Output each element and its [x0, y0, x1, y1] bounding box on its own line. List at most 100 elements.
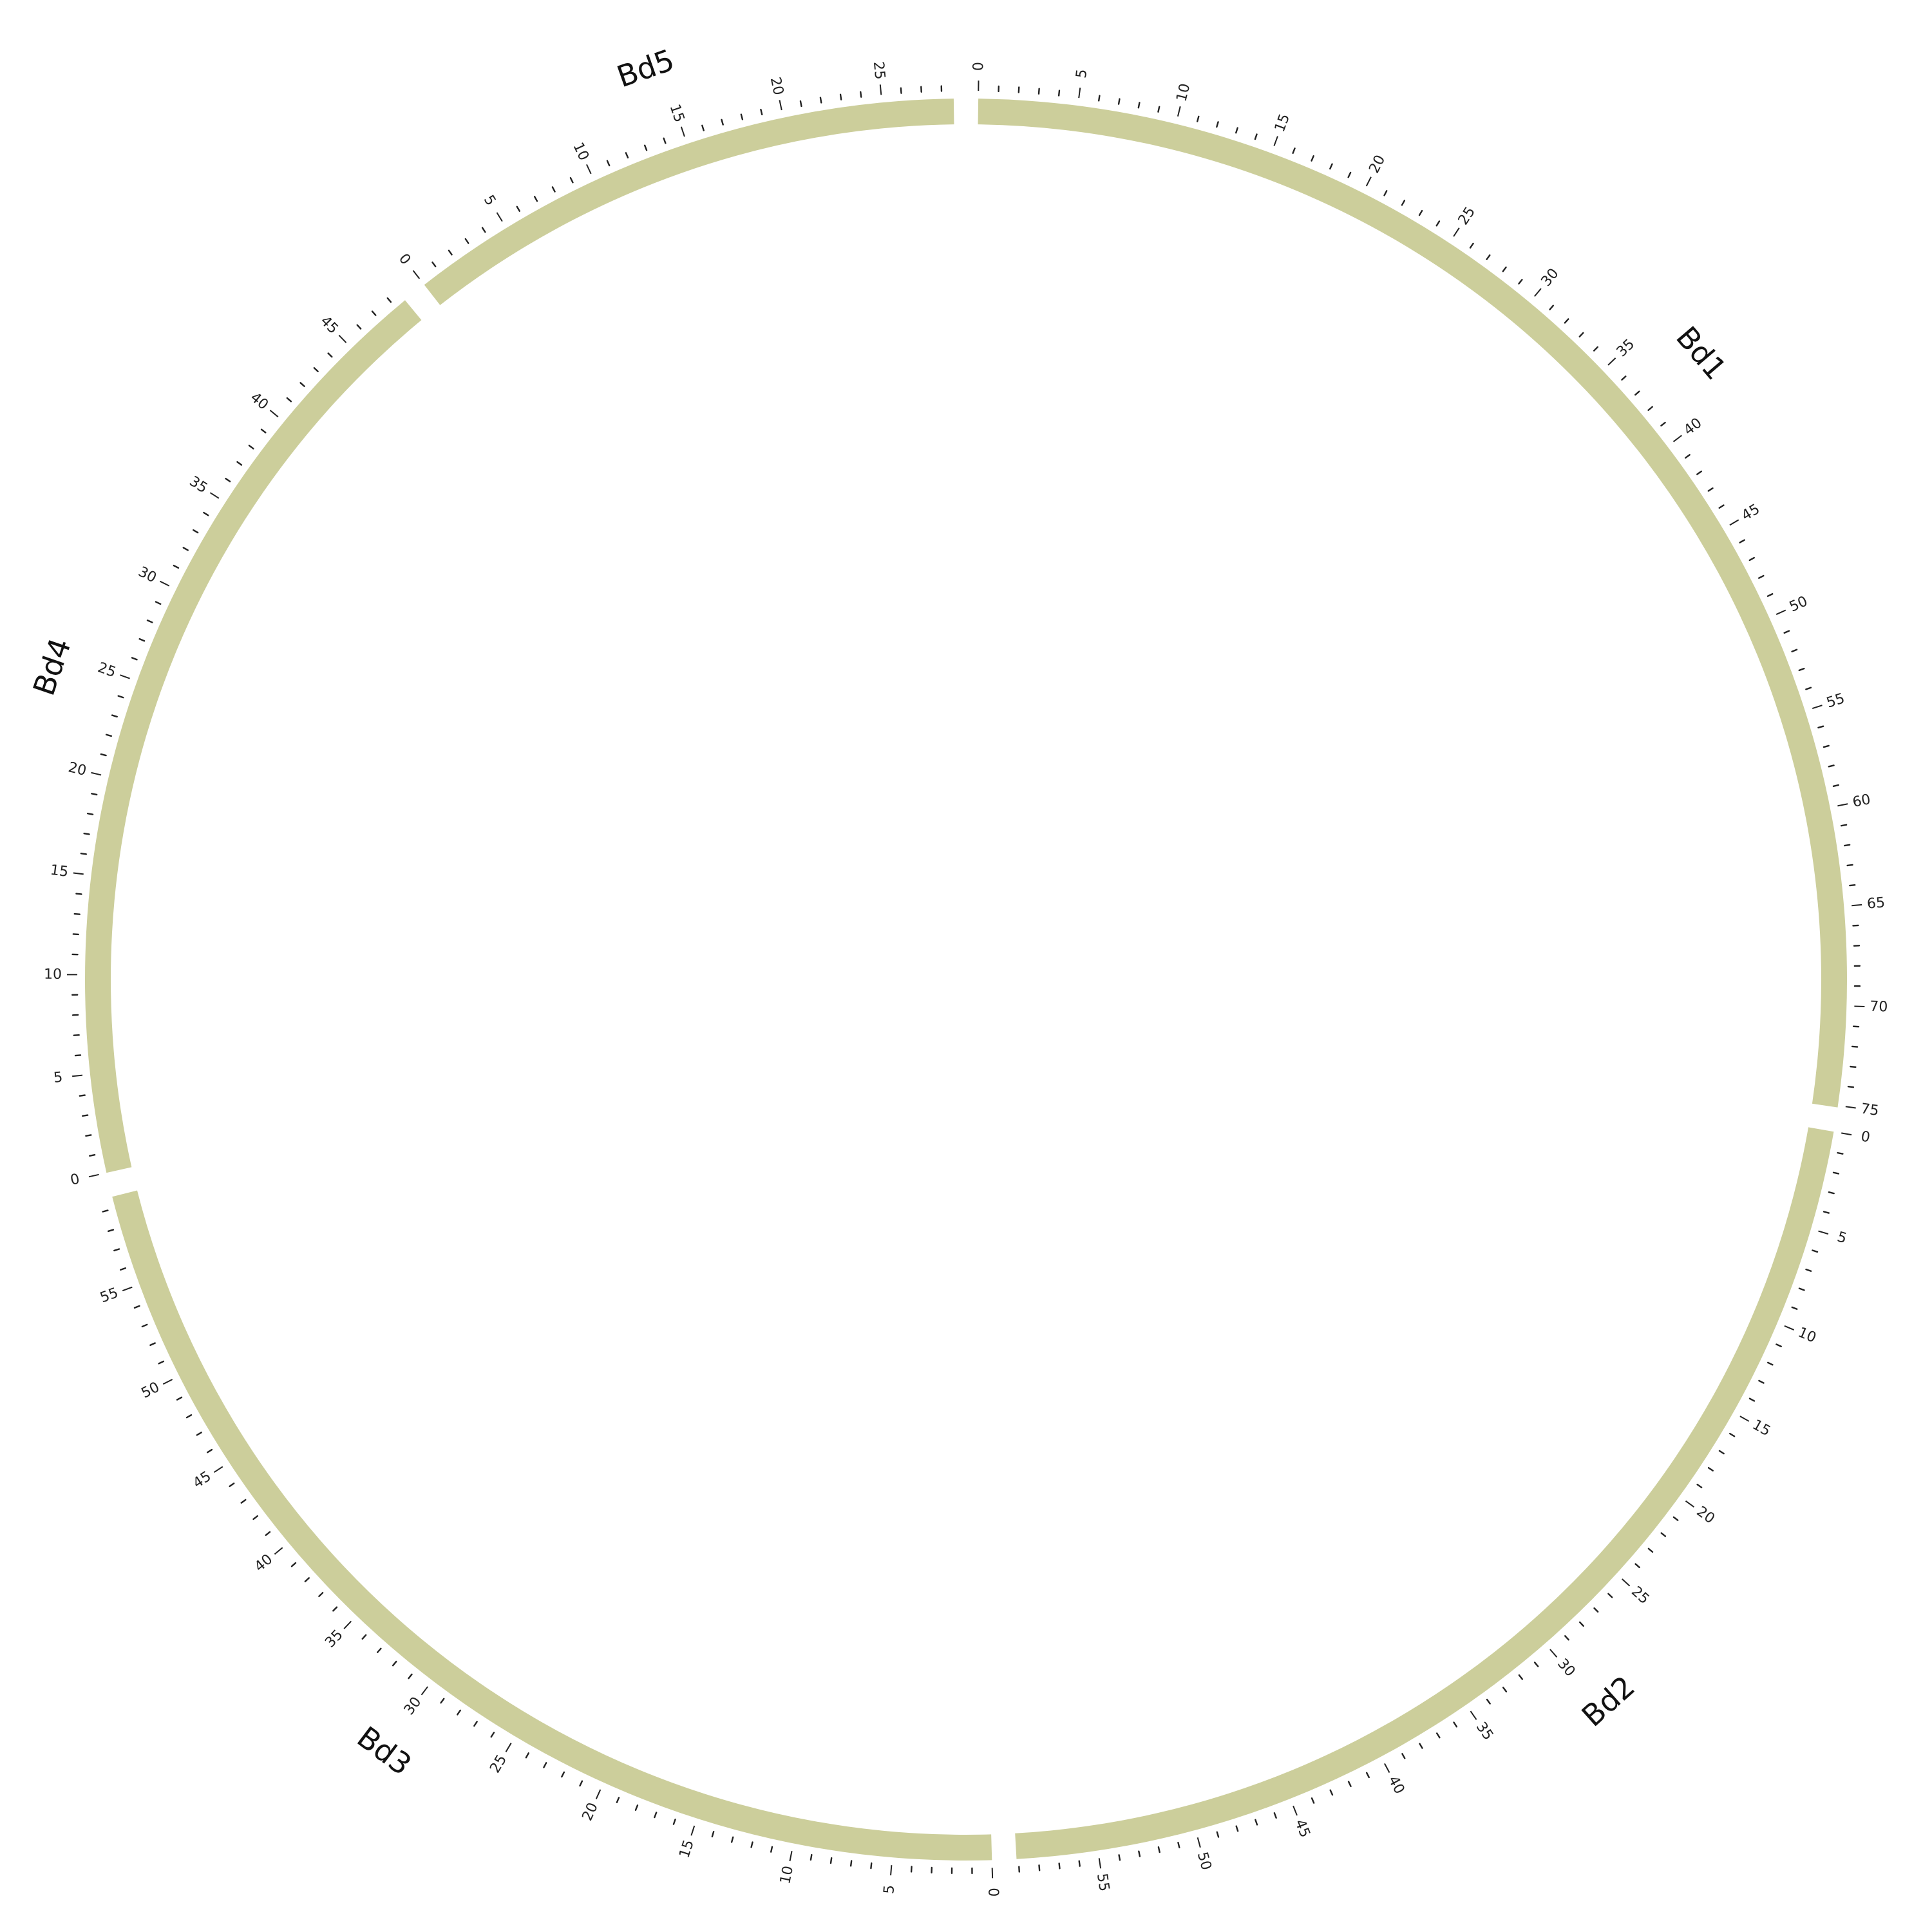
- minor-tick-bd4-37: [236, 461, 243, 466]
- minor-tick-bd1-34: [1593, 346, 1599, 352]
- minor-tick-bd4-36: [225, 477, 231, 482]
- minor-tick-bd2-52: [1157, 1846, 1160, 1853]
- minor-tick-bd1-24: [1435, 220, 1441, 227]
- major-tick-bd5-10: [586, 164, 592, 175]
- minor-tick-bd2-11: [1776, 1343, 1782, 1347]
- minor-tick-bd1-22: [1401, 200, 1406, 206]
- minor-tick-bd2-23: [1647, 1548, 1654, 1553]
- minor-tick-bd1-64: [1849, 884, 1856, 887]
- minor-tick-bd1-63: [1846, 864, 1853, 867]
- minor-tick-bd3-38: [304, 1577, 310, 1582]
- minor-tick-bd1-37: [1634, 390, 1640, 396]
- tick-label-bd4-40: 40: [247, 390, 272, 413]
- major-tick-bd2-55: [1098, 1858, 1102, 1869]
- minor-tick-bd1-13: [1235, 127, 1238, 134]
- minor-tick-bd1-58: [1828, 764, 1835, 768]
- tick-label-bd5-25: 25: [870, 61, 888, 80]
- minor-tick-bd5-21: [799, 100, 802, 108]
- minor-tick-bd1-16: [1292, 147, 1296, 154]
- minor-tick-bd1-31: [1549, 305, 1555, 310]
- minor-tick-bd1-27: [1486, 254, 1491, 260]
- minor-tick-bd1-59: [1832, 784, 1839, 787]
- minor-tick-bd3-28: [457, 1709, 461, 1716]
- tick-label-bd2-5: 5: [1835, 1229, 1849, 1247]
- major-tick-bd1-45: [1729, 519, 1739, 526]
- major-tick-bd2-50: [1197, 1837, 1201, 1848]
- minor-tick-bd3-24: [525, 1752, 529, 1759]
- minor-tick-bd2-42: [1347, 1781, 1352, 1787]
- minor-tick-bd2-3: [1828, 1191, 1835, 1195]
- minor-tick-bd1-52: [1791, 649, 1798, 652]
- minor-tick-bd1-12: [1216, 121, 1219, 128]
- minor-tick-bd1-74: [1847, 1086, 1855, 1088]
- major-tick-bd1-55: [1812, 705, 1823, 709]
- minor-tick-bd5-9: [569, 177, 574, 184]
- minor-tick-bd4-46: [356, 324, 362, 330]
- major-tick-bd4-0: [88, 1173, 99, 1178]
- minor-tick-bd2-16: [1729, 1432, 1736, 1437]
- tick-label-bd3-15: 15: [676, 1838, 697, 1860]
- major-tick-bd5-0: [412, 270, 421, 279]
- tick-label-bd4-10: 10: [44, 967, 62, 983]
- minor-tick-bd1-43: [1707, 487, 1714, 492]
- minor-tick-bd2-56: [1078, 1860, 1081, 1867]
- minor-tick-bd4-44: [327, 352, 333, 358]
- major-tick-bd2-35: [1470, 1710, 1477, 1720]
- minor-tick-bd4-42: [299, 382, 305, 387]
- major-tick-bd3-45: [213, 1466, 223, 1473]
- minor-tick-bd4-1: [89, 1153, 96, 1157]
- minor-tick-bd5-6: [516, 205, 520, 212]
- minor-tick-bd1-36: [1621, 375, 1627, 381]
- minor-tick-bd4-17: [83, 832, 90, 835]
- minor-tick-bd3-16: [672, 1818, 676, 1825]
- minor-tick-bd4-21: [100, 753, 107, 757]
- tick-label-bd5-10: 10: [569, 140, 591, 163]
- minor-tick-bd3-14: [711, 1830, 715, 1838]
- tick-label-bd3-30: 30: [401, 1694, 425, 1718]
- tick-label-bd1-45: 45: [1739, 501, 1763, 524]
- minor-tick-bd2-13: [1758, 1379, 1765, 1384]
- minor-tick-bd3-46: [206, 1448, 213, 1454]
- minor-tick-bd1-51: [1783, 630, 1790, 634]
- minor-tick-bd5-1: [431, 261, 437, 268]
- major-tick-bd2-45: [1293, 1805, 1298, 1816]
- chromosome-label-bd5: Bd5: [612, 43, 679, 95]
- major-tick-bd3-15: [690, 1825, 696, 1836]
- major-tick-bd3-50: [162, 1379, 173, 1385]
- major-tick-bd2-30: [1549, 1649, 1558, 1658]
- tick-label-bd3-10: 10: [777, 1864, 797, 1885]
- minor-tick-bd3-19: [616, 1797, 620, 1803]
- minor-tick-bd1-53: [1798, 667, 1805, 672]
- minor-tick-bd3-31: [408, 1673, 413, 1680]
- ideogram-bd3: [112, 1190, 992, 1861]
- minor-tick-bd3-32: [392, 1660, 397, 1667]
- minor-tick-bd1-18: [1329, 163, 1333, 170]
- minor-tick-bd3-27: [473, 1721, 478, 1727]
- minor-tick-bd4-27: [138, 638, 146, 642]
- major-tick-bd4-25: [120, 674, 130, 679]
- minor-tick-bd4-28: [146, 620, 153, 623]
- ideogram-bd1: [978, 99, 1848, 1108]
- minor-tick-bd4-19: [91, 793, 98, 796]
- minor-tick-bd2-54: [1118, 1854, 1121, 1861]
- tick-label-bd2-40: 40: [1385, 1774, 1407, 1797]
- minor-tick-bd5-13: [643, 144, 648, 151]
- minor-tick-bd4-31: [173, 564, 180, 569]
- minor-tick-bd3-13: [730, 1836, 734, 1843]
- minor-tick-bd2-24: [1634, 1563, 1640, 1569]
- chromosome-label-bd3: Bd3: [351, 1719, 418, 1782]
- minor-tick-bd1-48: [1757, 574, 1765, 579]
- tick-label-bd4-5: 5: [53, 1069, 64, 1086]
- minor-tick-bd3-41: [265, 1531, 271, 1537]
- minor-tick-bd3-42: [252, 1515, 259, 1520]
- minor-tick-bd3-43: [240, 1499, 247, 1504]
- major-tick-bd1-35: [1607, 357, 1616, 366]
- minor-tick-bd2-37: [1435, 1732, 1441, 1739]
- minor-tick-bd3-48: [185, 1414, 193, 1419]
- major-tick-bd5-5: [496, 212, 503, 222]
- minor-tick-bd2-31: [1533, 1662, 1539, 1667]
- major-tick-bd3-40: [274, 1547, 283, 1555]
- minor-tick-bd2-32: [1518, 1674, 1524, 1680]
- tick-label-bd1-75: 75: [1860, 1101, 1880, 1119]
